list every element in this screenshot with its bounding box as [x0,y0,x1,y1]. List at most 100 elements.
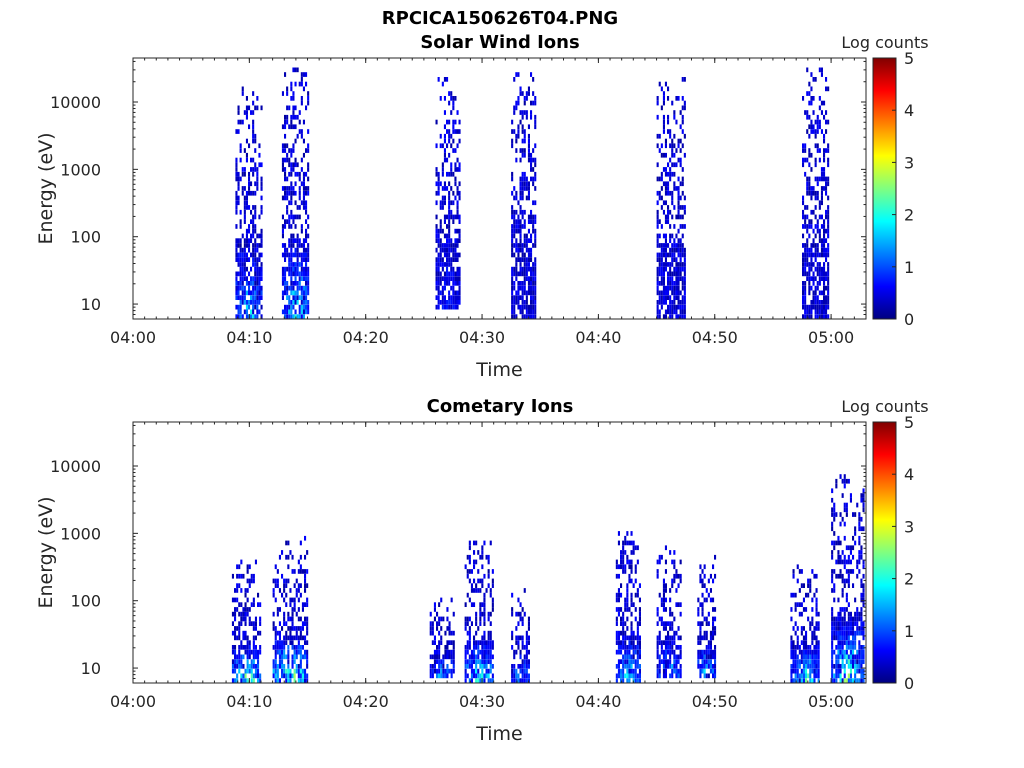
data-cell [816,228,819,234]
data-cell [843,626,846,631]
data-cell [258,300,261,305]
data-cell [448,200,451,206]
data-cell [281,271,284,277]
data-cell [511,635,514,641]
data-cell [246,640,249,645]
data-cell [636,640,639,645]
data-cell [831,554,834,560]
y-tick-label: 10 [81,295,101,314]
data-cell [491,607,494,612]
data-cell [302,152,305,158]
data-cell [810,72,813,77]
data-cell [287,654,290,660]
data-cell [250,602,253,607]
data-cell [534,290,537,296]
data-cell [244,588,247,593]
data-cell [235,209,238,215]
data-cell [306,569,309,574]
data-cell [289,630,292,636]
data-cell [823,309,826,315]
data-cell [491,645,494,650]
data-cell [305,190,308,196]
data-cell [712,578,715,584]
data-cell [448,91,451,96]
data-cell [617,659,620,664]
data-cell [515,300,518,305]
data-cell [443,133,446,139]
data-cell [435,238,438,243]
data-cell [513,678,516,683]
data-cell [534,219,537,224]
data-cell [240,611,243,617]
data-cell [515,640,518,645]
data-cell [656,257,659,262]
data-cell [296,238,299,243]
data-cell [664,314,667,319]
data-cell [523,138,526,144]
data-cell [429,630,432,636]
data-cell [252,247,255,253]
data-cell [827,119,830,125]
data-cell [296,133,299,139]
data-cell [849,678,852,683]
data-cell [285,668,288,674]
data-cell [679,124,682,130]
data-cell [479,578,482,584]
data-cell [656,621,659,626]
data-cell [617,635,620,641]
data-cell [256,271,259,277]
data-cell [624,602,627,607]
data-cell [519,285,522,291]
data-cell [454,257,457,262]
data-cell [809,649,812,655]
data-cell [289,640,292,645]
data-cell [243,285,246,291]
data-cell [481,602,484,607]
data-cell [624,564,627,570]
data-cell [288,148,291,153]
data-cell [235,171,238,177]
data-cell [620,668,623,674]
data-cell [823,276,826,281]
data-cell [814,276,817,281]
data-cell [813,668,816,674]
data-cell [854,531,857,536]
data-cell [244,668,247,674]
data-cell [515,100,518,106]
data-cell [302,205,305,210]
data-cell [664,138,667,144]
data-cell [294,157,297,163]
data-cell [831,588,834,593]
data-cell [304,635,307,641]
data-cell [823,266,826,272]
data-cell [300,285,303,291]
data-cell [675,257,678,262]
data-cell [681,281,684,286]
data-cell [286,209,289,215]
data-cell [306,673,309,679]
data-cell [513,295,516,300]
data-cell [517,645,520,650]
data-cell [638,649,641,655]
data-cell [491,678,494,683]
data-cell [283,621,286,626]
data-cell [813,664,816,669]
data-cell [806,157,809,163]
data-cell [814,119,817,125]
data-cell [820,190,823,196]
data-cell [441,257,444,262]
data-cell [237,271,240,277]
data-cell [302,176,305,182]
data-cell [669,266,672,272]
data-cell [295,635,298,641]
data-cell [443,262,446,267]
data-cell [241,190,244,196]
data-cell [479,554,482,560]
data-cell [825,86,828,92]
data-cell [714,607,717,612]
data-cell [662,247,665,253]
data-cell [243,262,246,267]
data-cell [301,654,304,660]
data-cell [843,502,846,508]
data-cell [658,300,661,305]
